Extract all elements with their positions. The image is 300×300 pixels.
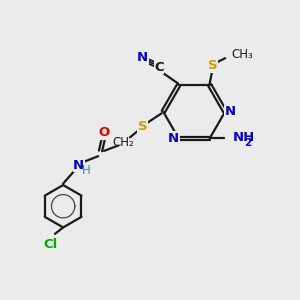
Text: N: N — [137, 51, 148, 64]
Text: NH: NH — [233, 131, 255, 144]
Text: S: S — [138, 120, 148, 133]
Text: O: O — [98, 126, 110, 139]
Text: CH₂: CH₂ — [112, 136, 134, 149]
Text: N: N — [225, 105, 236, 118]
Text: 2: 2 — [244, 138, 251, 148]
Text: C: C — [154, 61, 164, 74]
Text: S: S — [208, 59, 218, 72]
Text: CH₃: CH₃ — [232, 48, 253, 61]
Text: N: N — [168, 132, 179, 145]
Text: Cl: Cl — [44, 238, 58, 251]
Text: H: H — [81, 164, 90, 177]
Text: N: N — [73, 158, 84, 172]
